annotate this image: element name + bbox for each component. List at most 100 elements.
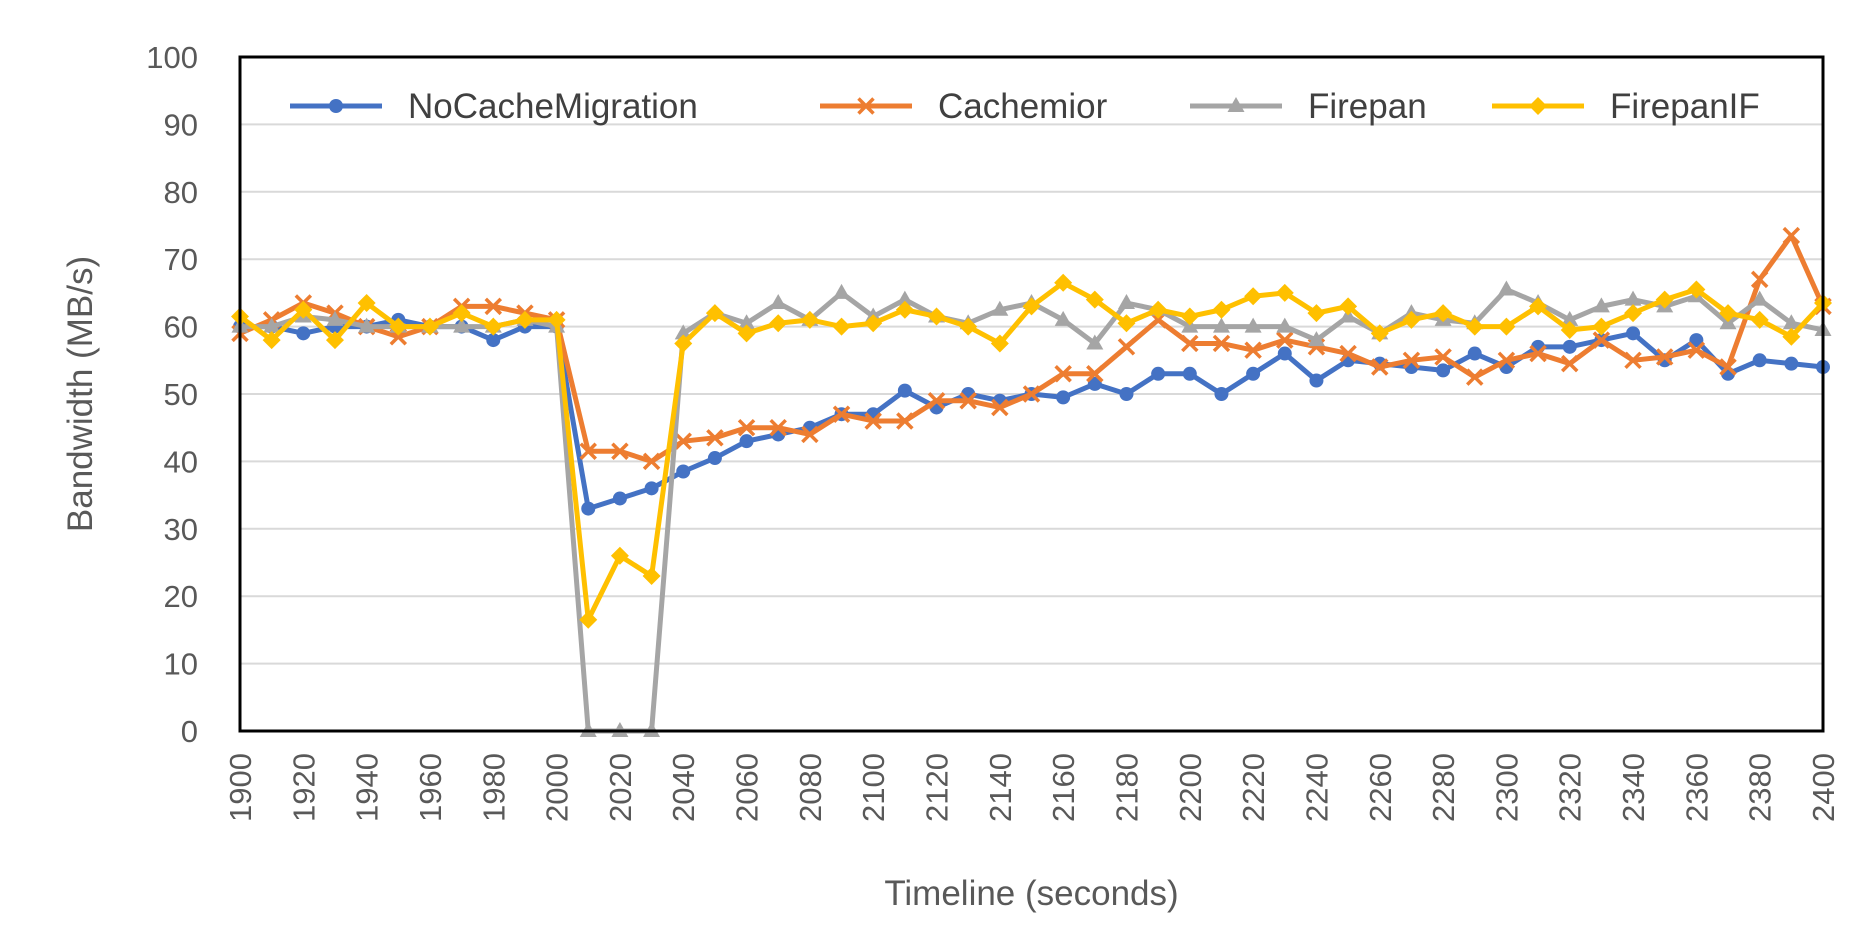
data-point-firepanif bbox=[1497, 317, 1516, 336]
data-point-cachemior bbox=[1212, 334, 1231, 353]
data-point-cachemior bbox=[991, 398, 1009, 417]
data-point-firepanif bbox=[1782, 327, 1801, 346]
x-tick-label: 2340 bbox=[1616, 753, 1651, 822]
x-tick-label: 1920 bbox=[286, 753, 321, 822]
data-point-nocachemigration bbox=[644, 481, 659, 496]
data-point-firepanif bbox=[927, 307, 946, 326]
data-point-nocachemigration bbox=[707, 451, 722, 466]
x-tick-label: 2060 bbox=[730, 753, 765, 822]
x-tick-label: 2260 bbox=[1363, 753, 1398, 822]
data-point-cachemior bbox=[1719, 358, 1737, 376]
data-point-firepanif bbox=[1307, 304, 1326, 323]
data-point-firepanif bbox=[674, 334, 693, 353]
data-point-cachemior bbox=[1782, 226, 1801, 245]
data-point-firepanif bbox=[1054, 273, 1073, 292]
data-point-nocachemigration bbox=[1784, 356, 1799, 371]
data-point-nocachemigration bbox=[1436, 363, 1451, 378]
data-point-cachemior bbox=[1371, 358, 1389, 376]
y-tick-label: 20 bbox=[164, 579, 198, 614]
data-point-nocachemigration bbox=[1752, 353, 1767, 368]
data-point-firepan bbox=[1592, 297, 1610, 313]
x-tick-label: 2120 bbox=[920, 753, 955, 822]
data-point-firepanif bbox=[1655, 290, 1674, 309]
data-point-cachemior bbox=[832, 405, 851, 423]
data-point-firepanif bbox=[1149, 300, 1168, 319]
data-point-firepanif bbox=[1750, 310, 1769, 329]
x-tick-label: 2220 bbox=[1236, 753, 1271, 822]
data-point-firepanif bbox=[990, 334, 1009, 353]
data-point-nocachemigration bbox=[581, 501, 596, 516]
legend: NoCacheMigration Cachemior Firepan FirepanI… bbox=[290, 87, 1760, 126]
data-point-firepanif bbox=[1560, 320, 1579, 339]
data-point-cachemior bbox=[864, 412, 882, 430]
data-point-cachemior bbox=[896, 412, 914, 430]
data-point-firepanif bbox=[705, 304, 724, 323]
x-tick-label: 1980 bbox=[476, 753, 511, 822]
legend-item-cachemior: Cachemior bbox=[820, 87, 1108, 126]
x-tick-label: 2140 bbox=[983, 753, 1018, 822]
x-tick-label: 1960 bbox=[413, 753, 448, 822]
data-point-cachemior bbox=[1276, 331, 1294, 349]
data-point-firepan bbox=[1276, 317, 1294, 333]
data-point-nocachemigration bbox=[1277, 346, 1292, 361]
data-point-firepanif bbox=[1275, 283, 1294, 302]
x-tick-label: 2320 bbox=[1553, 753, 1588, 822]
data-point-cachemior bbox=[1117, 338, 1136, 356]
data-point-firepan bbox=[1497, 280, 1515, 296]
data-point-nocachemigration bbox=[676, 464, 691, 479]
data-point-firepanif bbox=[1370, 324, 1389, 343]
data-point-cachemior bbox=[1592, 331, 1611, 349]
data-point-cachemior bbox=[801, 425, 819, 444]
data-point-cachemior bbox=[1750, 270, 1769, 289]
data-point-firepanif bbox=[389, 317, 408, 336]
y-axis-title: Bandwidth (MB/s) bbox=[61, 256, 100, 532]
data-point-firepan bbox=[453, 317, 471, 333]
data-point-firepan bbox=[896, 290, 914, 306]
data-point-cachemior bbox=[706, 429, 724, 447]
data-point-firepanif bbox=[1180, 307, 1199, 326]
data-point-firepanif bbox=[800, 310, 819, 329]
y-tick-labels: 0 10 20 30 40 50 60 70 80 90 100 bbox=[146, 40, 198, 749]
y-tick-label: 30 bbox=[164, 512, 198, 547]
data-point-firepan bbox=[674, 324, 692, 340]
legend-marker-cachemior bbox=[857, 97, 875, 115]
data-point-firepan bbox=[769, 294, 787, 310]
x-tick-label: 2360 bbox=[1679, 753, 1714, 822]
data-point-firepanif bbox=[1719, 304, 1738, 323]
data-point-nocachemigration bbox=[1689, 333, 1704, 348]
y-tick-label: 100 bbox=[146, 40, 198, 75]
data-point-firepanif bbox=[1212, 300, 1231, 319]
data-point-firepanif bbox=[642, 566, 661, 585]
data-point-cachemior bbox=[611, 442, 629, 461]
data-point-firepan bbox=[263, 317, 281, 333]
y-tick-label: 40 bbox=[164, 444, 198, 479]
data-point-cachemior bbox=[1181, 334, 1199, 353]
data-point-cachemior bbox=[1402, 351, 1421, 370]
x-tick-label: 2180 bbox=[1109, 753, 1144, 822]
legend-item-firepan: Firepan bbox=[1190, 87, 1427, 126]
data-point-firepan bbox=[991, 300, 1009, 316]
data-point-firepan bbox=[1561, 310, 1579, 326]
data-point-nocachemigration bbox=[612, 491, 627, 506]
data-point-firepan bbox=[1212, 317, 1230, 333]
data-point-firepan bbox=[1054, 310, 1072, 326]
data-point-cachemior bbox=[1624, 351, 1642, 370]
data-point-firepanif bbox=[1085, 290, 1104, 309]
data-point-firepanif bbox=[1244, 287, 1263, 306]
data-point-cachemior bbox=[1086, 365, 1104, 383]
data-point-nocachemigration bbox=[1214, 387, 1229, 401]
data-point-cachemior bbox=[1054, 365, 1072, 383]
data-point-firepanif bbox=[959, 317, 978, 336]
x-tick-label: 2100 bbox=[856, 753, 891, 822]
data-point-firepanif bbox=[832, 317, 851, 336]
x-tick-label: 2040 bbox=[666, 753, 701, 822]
data-point-firepanif bbox=[1434, 304, 1453, 323]
x-tick-label: 2000 bbox=[540, 753, 575, 822]
data-point-nocachemigration bbox=[1309, 373, 1324, 388]
legend-item-firepanif: FirepanIF bbox=[1492, 87, 1760, 126]
data-point-firepanif bbox=[610, 546, 629, 565]
gridlines bbox=[240, 123, 1823, 665]
data-point-nocachemigration bbox=[1182, 366, 1197, 381]
y-tick-label: 80 bbox=[164, 175, 198, 210]
x-tick-label: 1900 bbox=[223, 753, 258, 822]
